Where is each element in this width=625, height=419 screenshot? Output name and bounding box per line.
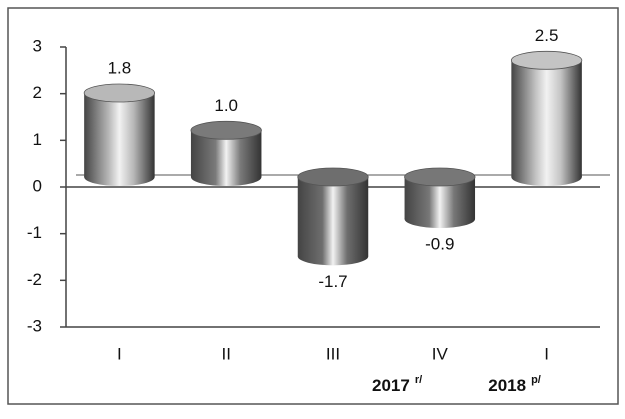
x-tick-label: IV xyxy=(432,344,449,363)
group-label: 2018 p/ xyxy=(488,374,541,396)
bar-top xyxy=(404,167,476,187)
x-tick-label: III xyxy=(326,344,340,363)
group-note: p/ xyxy=(531,374,541,386)
bar-base xyxy=(297,247,369,266)
y-tick-label: -3 xyxy=(27,316,42,335)
bar-base xyxy=(190,168,262,186)
bar-base xyxy=(84,168,155,186)
y-tick-label: 3 xyxy=(33,36,42,55)
bar-base xyxy=(511,168,582,186)
data-label: 1.0 xyxy=(214,96,238,115)
y-tick-label: 0 xyxy=(33,176,42,195)
bar-top xyxy=(297,167,369,187)
bar-top xyxy=(510,50,583,70)
x-tick-label: II xyxy=(221,344,230,363)
x-tick-label: I xyxy=(117,344,122,363)
bar xyxy=(297,177,369,257)
y-tick-label: 2 xyxy=(33,83,42,102)
group-year: 2017 xyxy=(372,376,410,395)
x-tick-label: I xyxy=(544,344,549,363)
bar xyxy=(84,93,155,177)
group-year: 2018 xyxy=(488,376,526,395)
y-tick-label: 1 xyxy=(33,130,42,149)
y-tick-label: -1 xyxy=(27,223,42,242)
group-label: 2017 r/ xyxy=(372,374,422,396)
data-label: 2.5 xyxy=(535,26,559,45)
bar-top xyxy=(83,83,156,103)
data-label: -0.9 xyxy=(425,234,454,253)
data-label: -1.7 xyxy=(318,272,347,291)
bar xyxy=(511,60,582,178)
y-tick-label: -2 xyxy=(27,270,42,289)
bar-base xyxy=(404,210,476,228)
data-label: 1.8 xyxy=(108,58,132,77)
bar-top xyxy=(190,120,262,140)
group-note: r/ xyxy=(415,374,422,386)
